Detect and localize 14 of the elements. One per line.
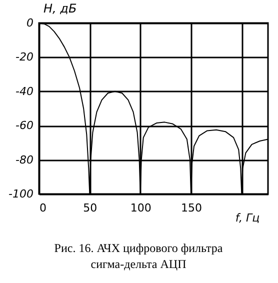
x-tick-label: 150 — [180, 202, 202, 214]
y-tick-label: -100 — [8, 188, 34, 200]
y-tick-label: 0 — [26, 16, 34, 30]
x-tick-label: 0 — [40, 202, 46, 214]
x-tick-label: 50 — [83, 202, 98, 214]
text: сигма-дельта АЦП — [90, 257, 187, 271]
y-tick-label: -60 — [16, 119, 34, 132]
y-axis-title: H, дБ — [44, 2, 77, 16]
x-tick-label: 100 — [130, 202, 152, 214]
x-axis-title: f, Гц — [235, 212, 260, 224]
text: Рис. 16. АЧХ цифрового фильтра — [54, 241, 224, 255]
y-tick-label: -80 — [16, 153, 34, 166]
y-tick-label: -20 — [16, 50, 34, 64]
y-tick-label: -40 — [16, 84, 34, 98]
